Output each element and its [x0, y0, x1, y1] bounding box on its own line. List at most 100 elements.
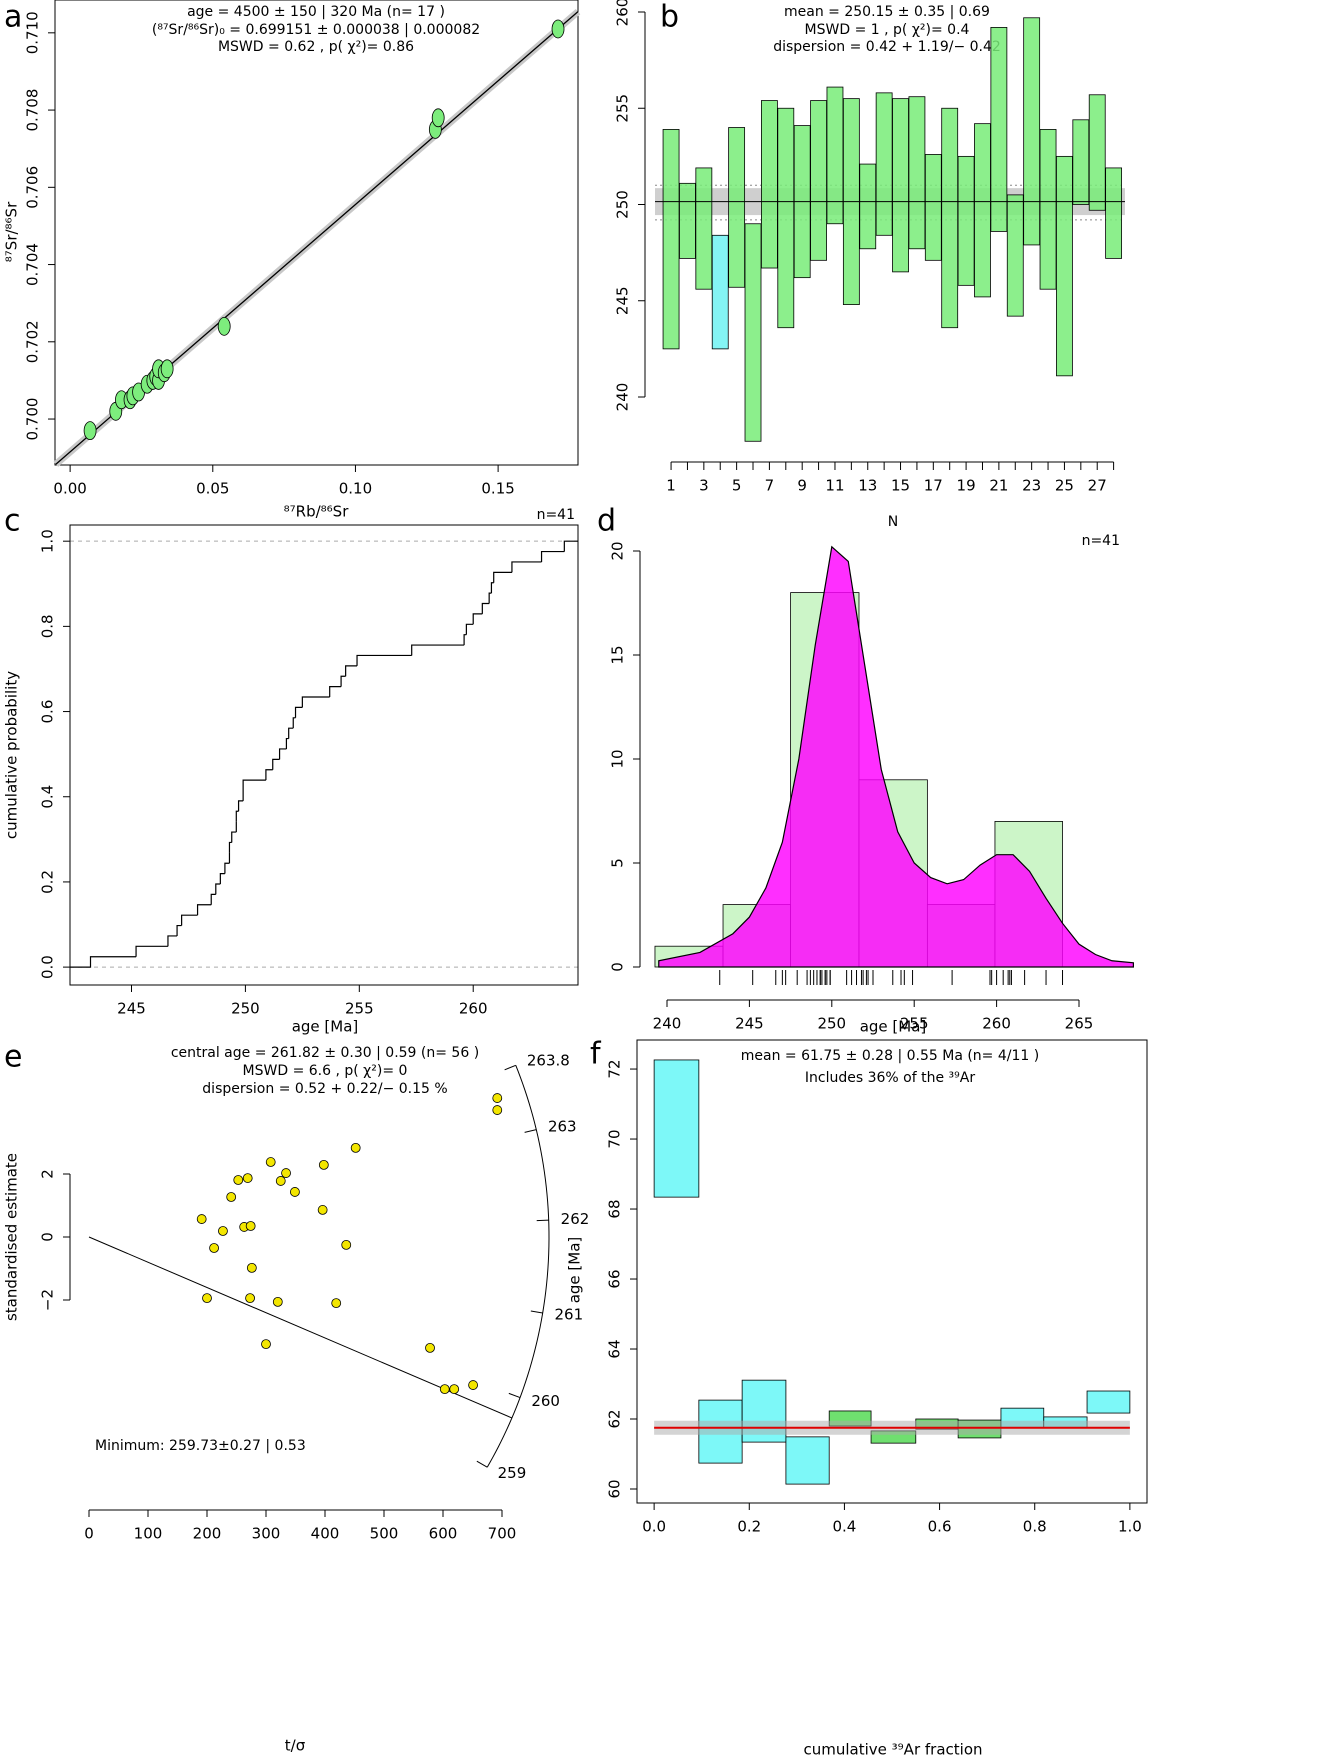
arc-tick	[524, 1129, 537, 1133]
panel-label: e	[4, 1040, 22, 1075]
y-tick-label: 70	[606, 1129, 624, 1148]
x-tick-label: 7	[765, 477, 775, 495]
annotation: age = 4500 ± 150 | 320 Ma (n= 17 )	[187, 4, 445, 20]
y-tick-label: 60	[606, 1479, 624, 1498]
ecdf-step	[181, 914, 198, 926]
x-tick-label: 260	[459, 1000, 488, 1018]
x-tick-label: 255	[900, 1015, 929, 1033]
point	[439, 1384, 450, 1395]
annotation: dispersion = 0.42 + 1.19/− 0.42	[773, 39, 1001, 55]
x-tick-label: 0.10	[339, 480, 372, 498]
ecdf-step	[511, 561, 542, 573]
annotation: mean = 61.75 ± 0.28 | 0.55 Ma (n= 4/11 )	[741, 1048, 1039, 1064]
y-tick-label: 72	[606, 1060, 624, 1079]
x-tick-label: 500	[370, 1525, 399, 1543]
error-ellipse	[160, 359, 174, 379]
y-tick-label: 250	[614, 190, 632, 219]
annotation: MSWD = 1 , p( χ²)= 0.4	[805, 22, 970, 38]
y-tick-label: 66	[606, 1269, 624, 1288]
error-ellipse	[83, 421, 97, 441]
arc-tick-label: 261	[555, 1305, 584, 1323]
x-tick-label: 700	[488, 1525, 517, 1543]
x-tick-label: 11	[825, 477, 844, 495]
error-ellipse	[431, 108, 445, 128]
x-tick-label: 5	[732, 477, 742, 495]
arc-tick-label: 262	[561, 1210, 590, 1228]
y-tick-label: 0.706	[24, 166, 42, 209]
x-tick-label: 0.00	[53, 480, 86, 498]
arc-tick-label: 263	[548, 1117, 577, 1135]
x-tick-label: 255	[345, 1000, 374, 1018]
point	[202, 1293, 212, 1304]
chart-title: N	[888, 514, 898, 530]
ecdf-step	[167, 935, 178, 947]
x-tick-label: 200	[193, 1525, 222, 1543]
y-tick-label: 255	[614, 94, 632, 123]
x-tick-label: 3	[699, 477, 709, 495]
interval-bar	[728, 127, 746, 288]
point	[341, 1239, 352, 1250]
panel-label: c	[4, 504, 21, 539]
y-tick-label: 0.2	[39, 870, 57, 894]
annotation: Includes 36% of the ³⁹Ar	[805, 1070, 975, 1086]
point	[261, 1339, 271, 1349]
error-ellipse	[551, 19, 565, 39]
y-axis-label: ⁸⁷Sr/⁸⁶Sr	[3, 201, 21, 262]
y-tick-label: 0.6	[39, 700, 57, 724]
y-tick-label: 20	[609, 541, 627, 560]
y-tick-label: 1.0	[39, 529, 57, 553]
step	[785, 1436, 830, 1485]
ecdf-step	[292, 717, 296, 729]
x-tick-label: 9	[797, 477, 807, 495]
x-tick-label: 240	[653, 1015, 682, 1033]
interval-bar	[908, 96, 926, 250]
ecdf-step	[488, 592, 492, 604]
x-tick-label: 250	[231, 1000, 260, 1018]
y-tick-label: 0.8	[39, 614, 57, 638]
point	[449, 1384, 460, 1395]
y-tick-label: 245	[614, 286, 632, 315]
ecdf-step	[493, 571, 512, 583]
step	[1086, 1390, 1131, 1414]
interval-bar	[662, 129, 680, 350]
interval-bar	[761, 100, 778, 269]
point	[492, 1093, 503, 1103]
minimum-label: Minimum: 259.73±0.27 | 0.53	[95, 1438, 306, 1454]
ecdf-step	[176, 924, 182, 936]
interval-bar	[875, 92, 893, 236]
ecdf-step	[345, 665, 358, 677]
y-tick-label: 10	[609, 749, 627, 768]
ecdf-step	[356, 654, 412, 666]
x-tick-label: 0.15	[481, 480, 514, 498]
ecdf-step	[278, 748, 287, 760]
y-axis-label: standardised estimate	[3, 1153, 21, 1321]
x-axis-label: age [Ma]	[292, 1018, 359, 1036]
interval-bar	[1105, 167, 1123, 259]
point	[245, 1293, 255, 1304]
interval-bar	[1056, 155, 1073, 377]
point	[196, 1214, 207, 1224]
ecdf-step	[228, 841, 232, 853]
point	[425, 1342, 435, 1353]
ecdf-step	[231, 831, 237, 843]
arc-tick	[504, 1064, 516, 1071]
x-tick-label: 21	[989, 477, 1008, 495]
point	[272, 1296, 283, 1307]
x-axis-label: ⁸⁷Rb/⁸⁶Sr	[284, 503, 350, 521]
arc-tick-label: 260	[531, 1392, 560, 1410]
point	[226, 1192, 237, 1202]
ecdf-step	[465, 623, 474, 635]
ecdf-step	[329, 686, 342, 698]
y-tick-label: 0.708	[24, 89, 42, 132]
arc-tick	[508, 1392, 521, 1399]
point	[331, 1298, 342, 1309]
arc-tick-label: 263.8	[527, 1051, 570, 1069]
ecdf-step	[237, 800, 244, 812]
ecdf-step	[196, 904, 212, 916]
interval-bar	[1006, 194, 1024, 317]
y-tick-label: 0.0	[39, 955, 57, 979]
ecdf-step	[472, 613, 483, 625]
x-tick-label: 0.0	[642, 1518, 666, 1536]
